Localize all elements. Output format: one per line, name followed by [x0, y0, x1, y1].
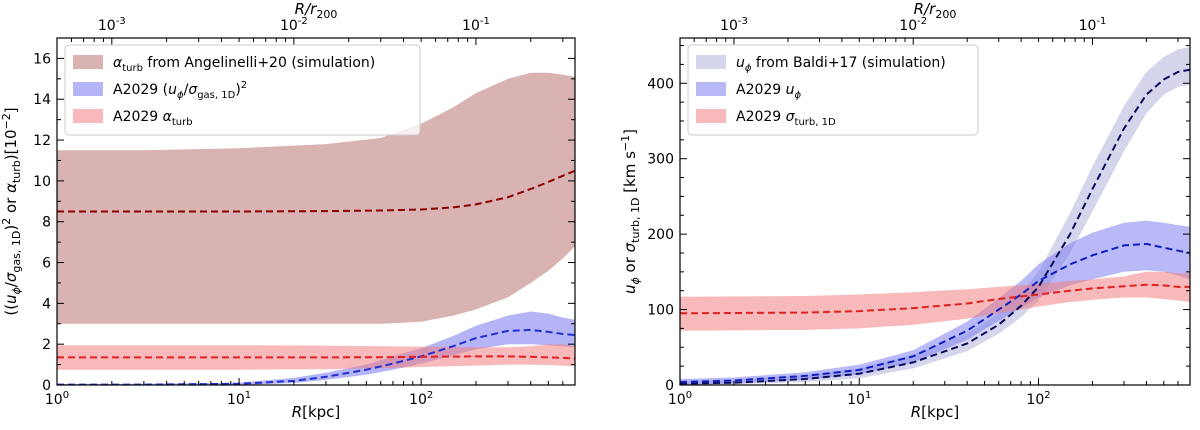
left-legend: αturb from Angelinelli+20 (simulation) A2… [64, 44, 421, 136]
y-axis-label: uϕ or σturb, 1D [km s−1] [619, 129, 642, 294]
legend-swatch [696, 82, 726, 96]
legend-entry: A2029 (uϕ/σgas, 1D)2 [113, 80, 247, 101]
y-tick-label: 8 [42, 215, 51, 231]
legend-swatch [73, 82, 103, 96]
top-x-tick-label: 10-3​ [720, 16, 748, 34]
right-axes: 100​ 101​ 102​ 10-3​ 10-2​ 10-1​ 0 100 200 300 400… [619, 0, 1191, 421]
top-x-tick-label: 10-2​ [280, 16, 308, 34]
x-tick-label: 102​ [1026, 390, 1050, 408]
series-1-line [680, 242, 1190, 383]
left-axes: 100​ 101​ 102​ 10-3​ 10-2​ 10-1​ 0 2 4 6 8 10 12 14 16… [0, 0, 576, 421]
y-tick-label: 2 [42, 337, 51, 353]
left-panel: 100​ 101​ 102​ 10-3​ 10-2​ 10-1​ 0 2 4 6 8 10 12 14 16… [0, 0, 576, 421]
y-tick-label: 400 [647, 76, 674, 92]
right-legend: uϕ from Baldi+17 (simulation) A2029 uϕ A20… [687, 44, 979, 136]
legend-entry: αturb from Angelinelli+20 (simulation) [113, 55, 375, 74]
y-tick-label: 4 [42, 296, 51, 312]
top-axis-label: R/r200 [295, 0, 338, 21]
x-axis-label: R[kpc] [292, 403, 341, 421]
x-tick-label: 102​ [409, 390, 433, 408]
top-x-tick-label: 10-3​ [98, 16, 126, 34]
x-axis-label: R[kpc] [911, 403, 960, 421]
series-2-band [680, 271, 1190, 331]
series-0-line [57, 169, 575, 213]
y-tick-label: 100 [647, 303, 674, 319]
top-x-tick-label: 10-1​ [462, 16, 490, 34]
legend-entry: A2029 αturb [113, 109, 193, 128]
right-panel: 100​ 101​ 102​ 10-3​ 10-2​ 10-1​ 0 100 200 300 400… [619, 0, 1191, 421]
legend-swatch [696, 55, 726, 69]
legend-entry: A2029 σturb, 1D [736, 109, 836, 128]
series-1-band [680, 220, 1190, 385]
legend-entry: A2029 uϕ [736, 82, 802, 101]
right-plot-frame [679, 37, 1191, 386]
series-0-band [57, 72, 575, 324]
x-tick-label: 101​ [227, 390, 251, 408]
right-plot-area [680, 47, 1190, 385]
x-tick-label: 101​ [847, 390, 871, 408]
legend-entry: uϕ from Baldi+17 (simulation) [736, 55, 946, 74]
legend-swatch [696, 109, 726, 123]
y-tick-label: 10 [33, 174, 51, 190]
legend-swatch [73, 109, 103, 123]
y-tick-label: 16 [33, 51, 51, 67]
y-tick-label: 300 [647, 152, 674, 168]
series-2-line [680, 283, 1190, 315]
series-0-band [680, 47, 1190, 385]
y-axis-label: ((uϕ/σgas, 1D)2 or αturb)[10−2] [0, 107, 23, 315]
legend-swatch [73, 55, 103, 69]
x-tick-label: 100​ [668, 390, 692, 408]
left-plot-frame [56, 37, 576, 386]
y-tick-label: 14 [33, 92, 51, 108]
series-2-line [57, 355, 575, 360]
left-plot-area [57, 72, 575, 385]
top-x-tick-label: 10-1​ [1079, 16, 1107, 34]
y-tick-label: 200 [647, 227, 674, 243]
y-tick-label: 12 [33, 133, 51, 149]
x-tick-label: 100​ [45, 390, 69, 408]
y-tick-label: 6 [42, 256, 51, 272]
top-x-tick-label: 10-2​ [899, 16, 927, 34]
y-tick-label: 0 [42, 378, 51, 394]
y-tick-label: 0 [665, 378, 674, 394]
top-axis-label: R/r200 [914, 0, 957, 21]
